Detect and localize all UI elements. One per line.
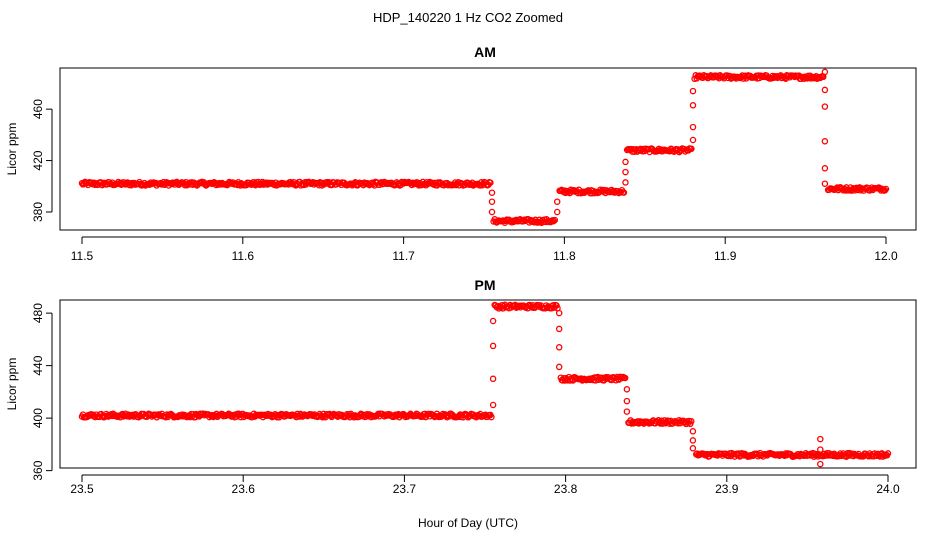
data-point xyxy=(487,179,494,186)
data-point xyxy=(181,181,189,189)
data-point xyxy=(821,165,829,172)
x-tick-label: 23.6 xyxy=(232,482,256,496)
data-point xyxy=(817,446,824,453)
x-tick-label: 23.8 xyxy=(554,482,578,496)
data-point xyxy=(555,344,563,351)
data-point xyxy=(489,342,497,350)
x-tick-label: 12.0 xyxy=(874,249,898,263)
x-tick-label: 23.9 xyxy=(715,482,739,496)
data-point xyxy=(555,363,563,371)
x-tick-label: 23.7 xyxy=(393,482,417,496)
data-point xyxy=(488,189,496,196)
data-point xyxy=(689,437,697,444)
data-point xyxy=(817,435,824,443)
x-tick-label: 11.9 xyxy=(714,249,737,263)
data-point xyxy=(555,309,563,317)
main-title: HDP_140220 1 Hz CO2 Zoomed xyxy=(373,10,563,25)
points-am xyxy=(78,68,890,227)
data-point xyxy=(689,428,697,435)
data-point xyxy=(622,179,629,186)
data-point xyxy=(620,189,628,196)
y-tick-label: 380 xyxy=(31,202,45,222)
data-point xyxy=(880,451,888,458)
data-point xyxy=(489,401,497,409)
data-point xyxy=(821,138,829,145)
y-tick-label: 440 xyxy=(31,355,45,375)
data-point xyxy=(688,145,695,153)
panel-title-am: AM xyxy=(474,44,496,60)
data-point xyxy=(821,180,829,187)
y-axis-label-am: Licor ppm xyxy=(5,123,19,176)
data-point xyxy=(821,103,829,110)
data-point xyxy=(551,216,559,224)
data-point xyxy=(621,374,629,382)
y-tick-label: 480 xyxy=(31,303,45,323)
data-point xyxy=(821,68,829,76)
y-tick-label: 400 xyxy=(31,408,45,428)
data-point xyxy=(555,325,563,333)
y-tick-label: 360 xyxy=(31,460,45,480)
data-point xyxy=(882,185,890,193)
plot-frame-am xyxy=(59,67,917,231)
data-point xyxy=(688,418,695,425)
data-point xyxy=(689,87,697,95)
x-tick-label: 11.8 xyxy=(553,249,576,263)
panel-pm: PM 23.5 23.6 23.7 23.8 23.9 24.0 360 400 440 480… xyxy=(5,277,917,496)
y-axis-pm: 360 400 440 480 xyxy=(31,303,53,481)
data-point xyxy=(549,216,556,224)
data-point xyxy=(553,198,561,205)
data-point xyxy=(689,136,697,144)
data-point xyxy=(881,187,889,194)
data-point xyxy=(689,123,697,131)
data-point xyxy=(821,86,829,94)
panel-am: AM 11.5 11.6 11.7 11.8 11.9 12.0 380 420 460 Li… xyxy=(5,44,917,263)
x-axis-pm: 23.5 23.6 23.7 23.8 23.9 24.0 xyxy=(70,474,900,496)
data-point xyxy=(489,375,497,383)
data-point xyxy=(488,208,496,216)
data-point xyxy=(623,386,631,393)
data-point xyxy=(644,419,652,426)
data-point xyxy=(689,445,697,452)
panel-title-pm: PM xyxy=(475,277,496,293)
data-point xyxy=(884,450,892,457)
x-axis-label: Hour of Day (UTC) xyxy=(418,516,518,530)
data-point xyxy=(543,304,551,312)
y-axis-am: 380 420 460 xyxy=(31,99,53,222)
x-tick-label: 11.5 xyxy=(71,249,94,263)
data-point xyxy=(622,168,629,176)
data-point xyxy=(623,408,631,415)
data-point xyxy=(617,373,625,381)
x-tick-label: 11.7 xyxy=(392,249,415,263)
plot-frame-pm xyxy=(59,299,917,469)
data-point xyxy=(622,158,629,166)
x-tick-label: 24.0 xyxy=(876,482,900,496)
data-point xyxy=(553,208,561,216)
data-point xyxy=(689,102,697,109)
data-point xyxy=(488,413,495,421)
x-axis-am: 11.5 11.6 11.7 11.8 11.9 12.0 xyxy=(71,236,898,263)
y-tick-label: 460 xyxy=(31,99,45,119)
data-point xyxy=(817,460,824,468)
y-tick-label: 420 xyxy=(31,150,45,170)
data-point xyxy=(550,217,557,225)
data-point xyxy=(489,317,497,325)
data-point xyxy=(488,198,496,205)
x-tick-label: 23.5 xyxy=(70,482,94,496)
y-axis-label-pm: Licor ppm xyxy=(5,358,19,411)
data-point xyxy=(623,397,631,405)
points-pm xyxy=(78,301,892,468)
x-tick-label: 11.6 xyxy=(232,249,255,263)
